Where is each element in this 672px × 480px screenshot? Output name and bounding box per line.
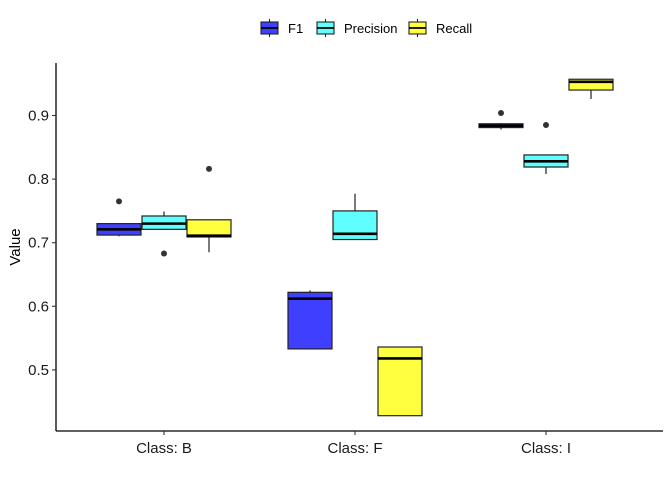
outlier-point [116, 198, 122, 205]
y-tick-label: 0.8 [28, 171, 49, 188]
box-recall-class-f [377, 346, 423, 417]
box-f1-class-f [287, 290, 333, 350]
y-tick-label: 0.7 [28, 235, 49, 252]
box-f1-class-i [478, 109, 524, 130]
y-tick-label: 0.5 [28, 362, 49, 379]
box-body [287, 291, 333, 350]
x-tick-label: Class: F [327, 440, 382, 457]
legend-item-precision: Precision [316, 19, 397, 37]
x-tick-label: Class: I [521, 440, 571, 457]
axes: 0.5 0.6 0.7 0.8 0.9 Class: B Class: F Class: I [28, 63, 663, 457]
y-tick-label: 0.9 [28, 108, 49, 125]
box-body [568, 78, 614, 91]
outlier-point [161, 250, 167, 257]
box-body [186, 219, 232, 238]
box-precision-class-f [332, 193, 378, 241]
legend-label: F1 [288, 21, 303, 36]
box-recall-class-b [186, 165, 232, 253]
x-tick-label: Class: B [136, 440, 192, 457]
y-axis-title: Value [7, 228, 24, 265]
legend-label: Precision [344, 21, 397, 36]
plot-marks [96, 78, 614, 417]
box-precision-class-b [141, 211, 187, 257]
box-f1-class-b [96, 198, 142, 237]
box-body [332, 210, 378, 241]
legend-label: Recall [436, 21, 472, 36]
legend: F1 Precision Recall [260, 19, 472, 37]
outlier-point [498, 109, 504, 116]
legend-item-f1: F1 [260, 19, 303, 37]
box-precision-class-i [523, 122, 569, 175]
outlier-point [206, 165, 212, 172]
legend-item-recall: Recall [408, 19, 472, 37]
outlier-point [543, 122, 549, 129]
box-recall-class-i [568, 78, 614, 99]
y-tick-label: 0.6 [28, 298, 49, 315]
